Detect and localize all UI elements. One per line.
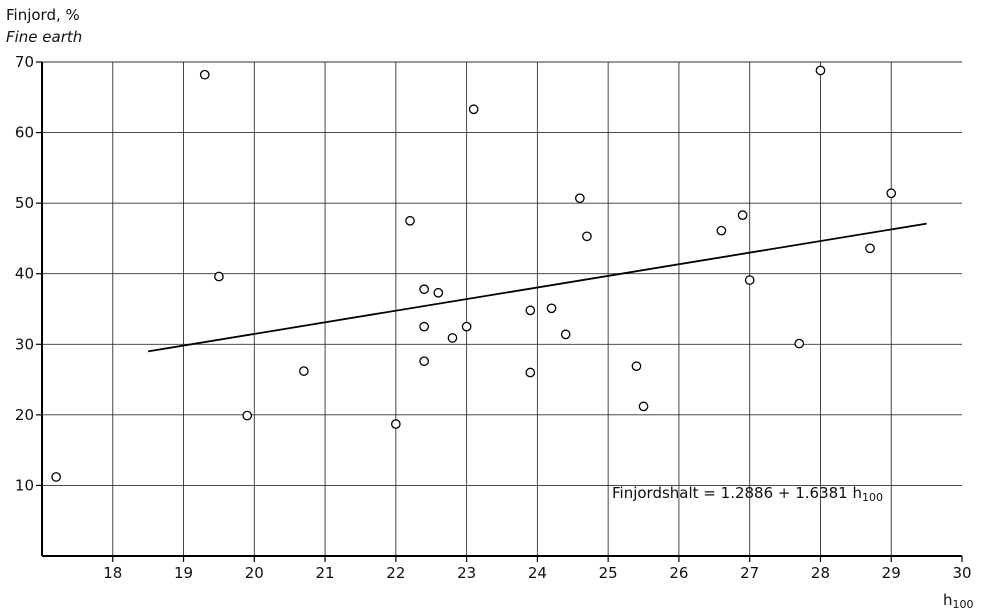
data-point	[242, 410, 253, 421]
y-tick-label: 30	[15, 335, 34, 353]
data-point	[405, 215, 415, 226]
data-point	[631, 361, 642, 372]
y-axis-label: Finjord, %	[6, 6, 80, 24]
x-tick-label: 25	[599, 564, 618, 582]
data-point	[419, 321, 430, 332]
x-tick-label: 18	[103, 564, 122, 582]
x-tick-label: 29	[882, 564, 901, 582]
x-axis-label: h100	[943, 591, 974, 611]
data-point	[574, 193, 585, 204]
x-tick-labels: 18 19 20 21 22 23 24 25 26 27 28 29 30	[103, 564, 971, 582]
data-point	[214, 271, 224, 282]
y-tick-label: 40	[15, 265, 34, 283]
data-point	[51, 472, 62, 482]
data-point	[886, 188, 897, 199]
data-point	[815, 65, 826, 76]
data-point	[865, 243, 875, 254]
data-point	[468, 104, 479, 115]
data-point	[199, 69, 210, 80]
data-point	[525, 367, 536, 378]
x-tick-label: 21	[316, 564, 335, 582]
x-tick-label: 20	[245, 564, 264, 582]
data-point	[447, 333, 458, 343]
y-tick-labels: 10 20 30 40 50 60 70	[15, 53, 34, 494]
regression-equation: Finjordshalt = 1.2886 + 1.6381 h100	[612, 484, 883, 504]
data-point	[525, 305, 536, 316]
data-point	[419, 284, 430, 295]
data-point	[298, 366, 309, 376]
x-tick-label: 19	[174, 564, 193, 582]
data-points	[51, 65, 897, 482]
data-point	[744, 275, 755, 285]
x-tick-label: 27	[740, 564, 759, 582]
x-tick-label: 26	[669, 564, 688, 582]
axes	[36, 61, 963, 562]
y-axis-sublabel: Fine earth	[6, 28, 82, 46]
data-point	[638, 401, 649, 412]
data-point	[582, 231, 592, 242]
data-point	[737, 210, 748, 220]
y-tick-label: 70	[15, 53, 34, 71]
data-point	[560, 329, 571, 340]
regression-line-group	[148, 222, 927, 353]
x-tick-label: 23	[457, 564, 476, 582]
y-tick-label: 20	[15, 406, 34, 424]
data-point	[794, 338, 805, 349]
data-point	[716, 225, 727, 236]
data-point	[461, 321, 472, 332]
data-point	[390, 419, 401, 429]
x-tick-label: 30	[952, 564, 971, 582]
regression-line	[148, 222, 927, 353]
x-tick-label: 28	[811, 564, 830, 582]
data-point	[546, 303, 557, 314]
y-tick-label: 60	[15, 124, 34, 142]
x-tick-label: 24	[528, 564, 547, 582]
x-tick-label: 22	[386, 564, 405, 582]
data-point	[419, 356, 430, 367]
data-point	[433, 287, 444, 298]
y-tick-label: 50	[15, 194, 34, 212]
y-tick-label: 10	[15, 476, 34, 494]
grid-lines	[42, 61, 962, 556]
